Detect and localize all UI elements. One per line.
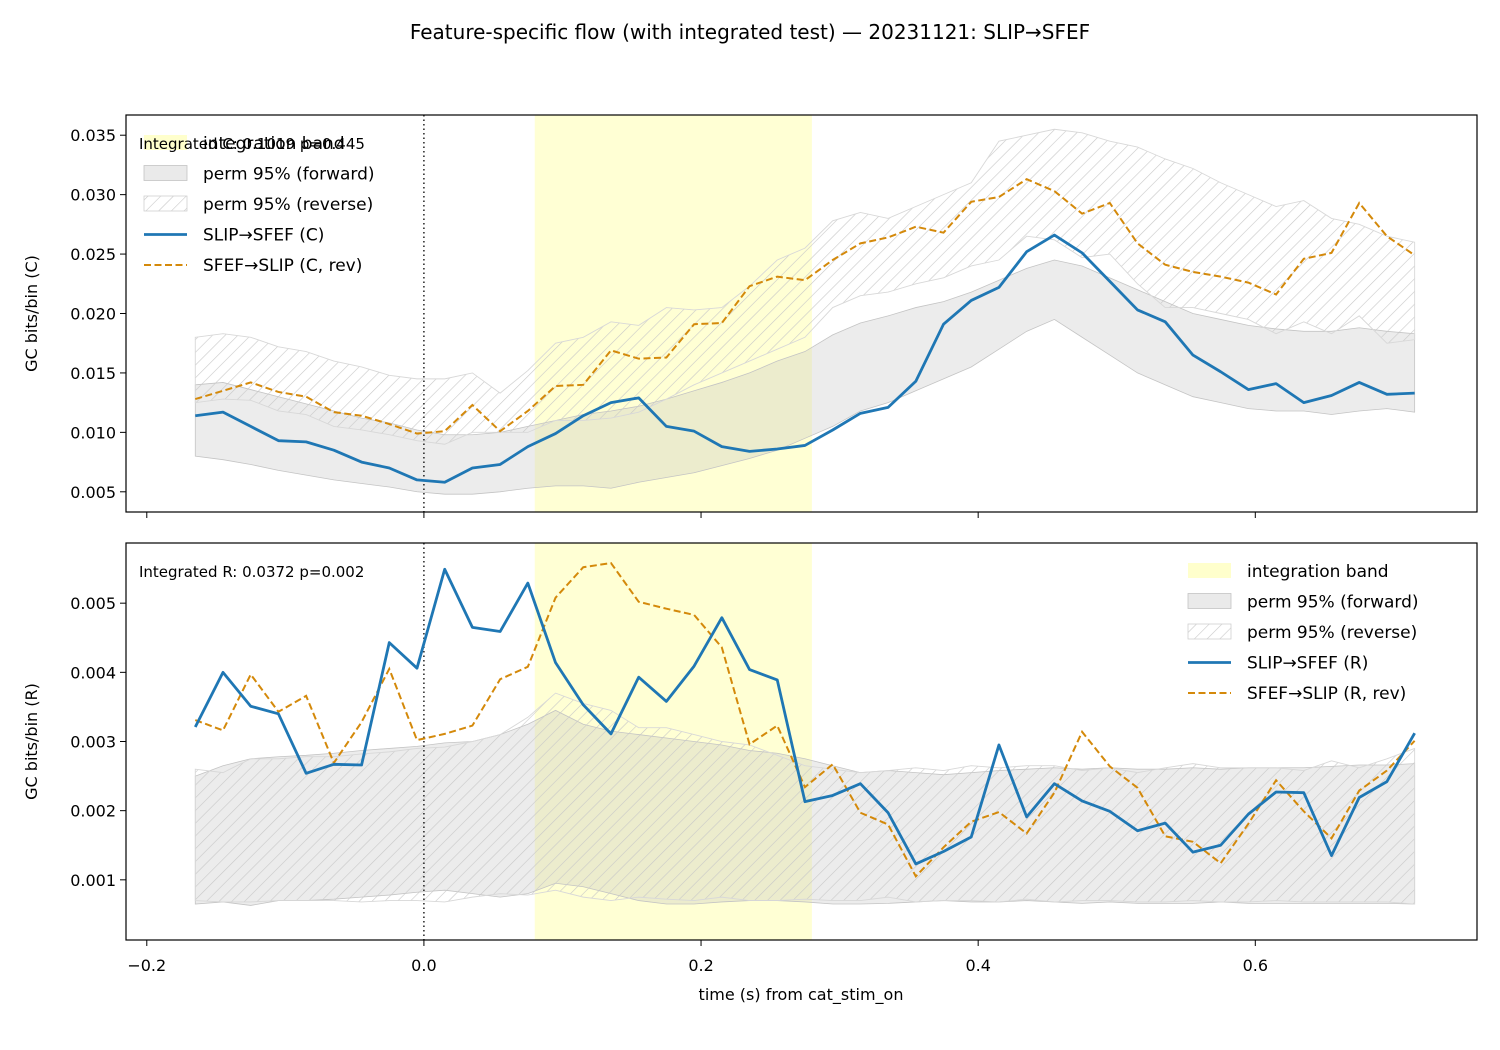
y-tick-label: 0.002	[70, 802, 116, 821]
y-tick-label: 0.020	[70, 305, 116, 324]
figure-title: Feature-specific flow (with integrated t…	[410, 20, 1090, 44]
legend-label: perm 95% (reverse)	[1247, 623, 1417, 643]
integrated-stat-annotation: Integrated C: 0.1019 p=0.445	[139, 135, 365, 153]
y-tick-label: 0.001	[70, 871, 116, 890]
legend-item-perm-reverse: perm 95% (reverse)	[143, 195, 373, 215]
legend-swatch	[143, 165, 188, 181]
y-tick-label: 0.003	[70, 733, 116, 752]
y-axis-label: GC bits/bin (R)	[22, 683, 41, 800]
legend: integration band perm 95% (forward) perm 9…	[1187, 562, 1419, 704]
legend-item-band: integration band	[144, 134, 345, 154]
legend-label: SFEF→SLIP (C, rev)	[203, 256, 362, 276]
y-tick-label: 0.010	[70, 423, 116, 442]
legend-swatch	[1187, 593, 1232, 609]
panel-r: 0.001 0.002 0.003 0.004 0.005 GC bits/bin (R)…	[22, 542, 1478, 946]
x-tick-label: 0.4	[965, 956, 990, 975]
plot-area	[194, 543, 1416, 940]
x-tick-label: 0.6	[1243, 956, 1268, 975]
y-tick-label: 0.004	[70, 663, 116, 682]
plot-area	[194, 115, 1416, 512]
x-tick-label: 0.2	[688, 956, 713, 975]
legend-item-perm-reverse: perm 95% (reverse)	[1187, 623, 1417, 643]
legend-label: perm 95% (forward)	[1247, 593, 1419, 613]
x-axis-label: time (s) from cat_stim_on	[699, 985, 904, 1005]
y-tick-label: 0.035	[70, 126, 116, 145]
legend-item-reverse-line: SFEF→SLIP (C, rev)	[144, 256, 362, 276]
y-tick-label: 0.025	[70, 245, 116, 264]
series-forward-line	[195, 233, 1415, 484]
legend-swatch	[144, 135, 187, 150]
legend-swatch	[1188, 563, 1231, 578]
legend-label: integration band	[1247, 562, 1389, 582]
y-tick-label: 0.015	[70, 364, 116, 383]
series-reverse-line	[194, 561, 1416, 879]
x-axis: −0.2 0.0 0.2 0.4 0.6	[127, 956, 1268, 975]
panel-c: 0.005 0.010 0.015 0.020 0.025 0.030 0.035 GC bi…	[22, 114, 1478, 518]
legend-item-perm-forward: perm 95% (forward)	[143, 165, 375, 185]
legend-label: SLIP→SFEF (C)	[203, 226, 324, 246]
legend-swatch	[1187, 623, 1232, 640]
legend-swatch	[143, 195, 188, 212]
legend-label: integration band	[203, 134, 345, 154]
y-tick-label: 0.030	[70, 186, 116, 205]
legend-label: perm 95% (forward)	[203, 165, 375, 185]
legend-label: SLIP→SFEF (R)	[1247, 654, 1368, 674]
legend-item-band: integration band	[1188, 562, 1389, 582]
legend: integration band perm 95% (forward) perm 9…	[143, 134, 375, 276]
y-tick-label: 0.005	[70, 594, 116, 613]
y-tick-label: 0.005	[70, 483, 116, 502]
legend-item-perm-forward: perm 95% (forward)	[1187, 593, 1419, 613]
x-tick-label: 0.0	[411, 956, 436, 975]
legend-item-forward-line: SLIP→SFEF (R)	[1188, 654, 1368, 674]
x-tick-label: −0.2	[127, 956, 166, 975]
integrated-stat-annotation: Integrated R: 0.0372 p=0.002	[139, 563, 364, 581]
legend-label: SFEF→SLIP (R, rev)	[1247, 684, 1406, 704]
perm-reverse-band	[194, 128, 1416, 445]
legend-item-reverse-line: SFEF→SLIP (R, rev)	[1188, 684, 1406, 704]
y-axis-label: GC bits/bin (C)	[22, 255, 41, 372]
series-reverse-line	[194, 178, 1416, 435]
series-forward-line	[194, 567, 1416, 866]
legend-item-forward-line: SLIP→SFEF (C)	[144, 226, 324, 246]
legend-label: perm 95% (reverse)	[203, 195, 373, 215]
